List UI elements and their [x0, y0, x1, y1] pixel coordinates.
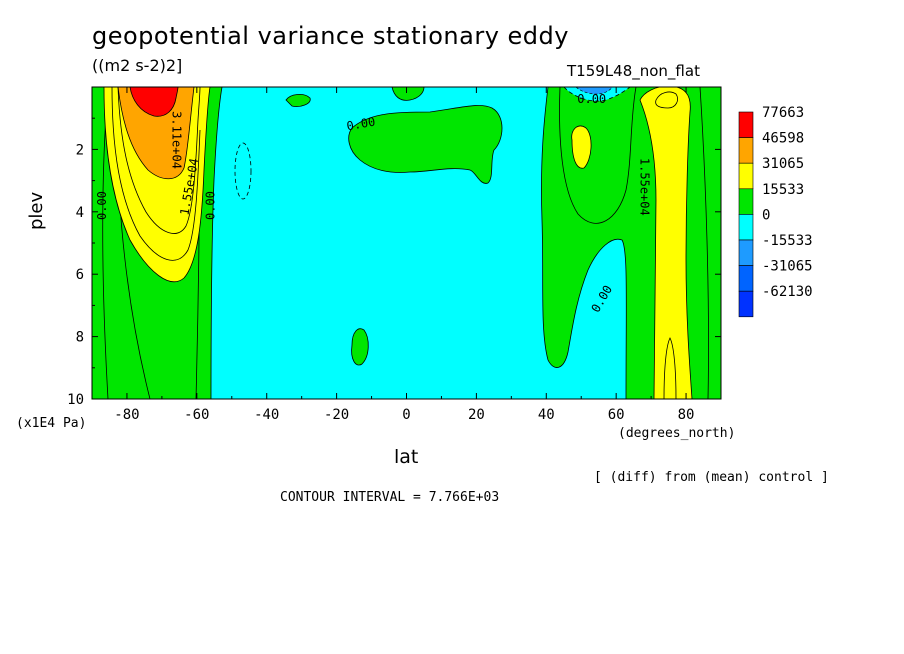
- x-tick-label: -20: [324, 407, 349, 423]
- legend-swatch: [738, 239, 754, 266]
- legend-swatch: [738, 214, 754, 241]
- legend-swatch: [738, 137, 754, 164]
- x-tick-label: 0: [402, 407, 410, 423]
- contour-line: [111, 87, 201, 261]
- legend-swatch: [738, 290, 754, 318]
- contour-negative-ellipse: [234, 142, 252, 200]
- chart-units: ((m2 s-2)2]: [92, 56, 183, 75]
- x-tick-label: 80: [678, 407, 695, 423]
- legend-level-label: -62130: [762, 284, 813, 300]
- y-tick-label: 10: [67, 392, 84, 408]
- contour-label: 0.00: [346, 115, 377, 134]
- legend-swatch: [738, 111, 754, 138]
- legend-swatch: [738, 162, 754, 190]
- contour-line: [559, 87, 637, 224]
- contour-label: 0.00: [577, 92, 606, 106]
- legend-level-label: -15533: [762, 233, 813, 249]
- field-positive-small: [391, 87, 425, 101]
- contour-fields: 0.003.11e+041.55e+04 0.000.000.001.55e+04…: [92, 87, 721, 399]
- y-tick-label: 6: [76, 267, 84, 283]
- chart-title: geopotential variance stationary eddy: [92, 22, 569, 50]
- legend-level-label: -31065: [762, 259, 813, 275]
- field-positive-small: [351, 328, 369, 366]
- field-yellow-north: [639, 87, 693, 399]
- contour-labels: 0.003.11e+041.55e+04 0.000.000.001.55e+04…: [95, 92, 652, 315]
- x-axis: -80 -60 -40 -20 0 20 40 60 80: [114, 87, 694, 423]
- colorbar-legend: 77663 46598 31065 15533 0 -15533 -31065 -62130: [738, 105, 813, 318]
- field-negative-medium: [575, 87, 613, 95]
- legend-level-label: 31065: [762, 156, 804, 172]
- y-tick-label: 8: [76, 330, 84, 346]
- x-tick-label: 20: [468, 407, 485, 423]
- contour-label: 0.00: [95, 191, 109, 220]
- y-tick-label: 4: [76, 205, 84, 221]
- legend-level-label: 0: [762, 207, 770, 223]
- legend-level-label: 77663: [762, 105, 804, 121]
- contour-line: [699, 87, 709, 399]
- contour-label: 3.11e+04: [169, 111, 183, 169]
- contour-line: [655, 91, 678, 109]
- x-axis-unit: (degrees_north): [618, 426, 736, 441]
- y-axis-label: plev: [26, 191, 47, 230]
- field-positive-small: [285, 94, 311, 107]
- contour-line: [117, 87, 201, 234]
- field-orange-south: [117, 87, 195, 180]
- x-tick-label: 60: [608, 407, 625, 423]
- field-positive-tropics: [348, 105, 503, 184]
- x-tick-label: -80: [114, 407, 139, 423]
- legend-swatch: [738, 188, 754, 215]
- field-yellow-north-small: [571, 125, 592, 169]
- contour-label: 0.00: [203, 191, 217, 220]
- contour-line: [663, 337, 677, 399]
- legend-level-label: 46598: [762, 131, 804, 147]
- y-axis-unit: (x1E4 Pa): [16, 416, 87, 431]
- run-name: T159L48_non_flat: [567, 62, 700, 80]
- diff-note: [ (diff) from (mean) control ]: [594, 470, 829, 485]
- x-tick-label: 40: [538, 407, 555, 423]
- field-red-south: [129, 87, 179, 117]
- y-axis: 2 4 6 8 10: [67, 117, 721, 408]
- x-tick-label: -60: [184, 407, 209, 423]
- x-axis-label: lat: [394, 446, 419, 468]
- legend-level-label: 15533: [762, 182, 804, 198]
- contour-interval: CONTOUR INTERVAL = 7.766E+03: [280, 490, 500, 505]
- legend-swatch: [738, 265, 754, 292]
- x-tick-label: -40: [254, 407, 279, 423]
- contour-label: 1.55e+04: [638, 158, 652, 216]
- y-tick-label: 2: [76, 142, 84, 158]
